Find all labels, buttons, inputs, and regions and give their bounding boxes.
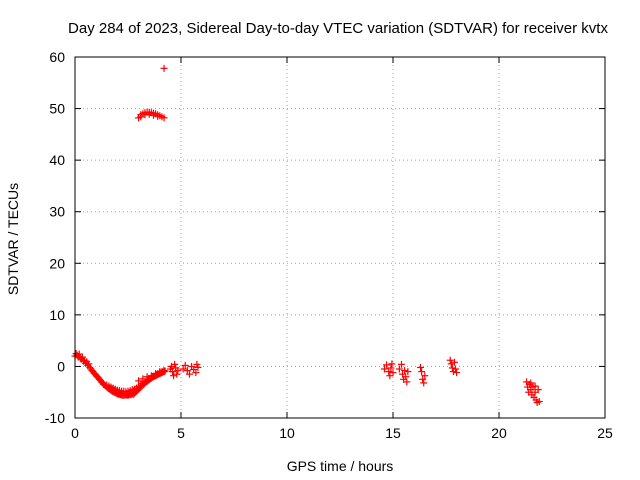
data-point: [181, 361, 189, 369]
x-tick-label: 25: [597, 425, 613, 441]
data-point: [145, 110, 153, 118]
data-point: [75, 350, 83, 358]
x-tick-label: 20: [491, 425, 507, 441]
x-tick-label: 5: [177, 425, 185, 441]
data-point: [397, 360, 405, 368]
data-point: [404, 368, 412, 376]
y-tick-label: 0: [57, 358, 65, 374]
data-point: [421, 372, 429, 380]
data-point: [192, 369, 200, 377]
data-point: [179, 365, 187, 373]
data-point: [446, 356, 454, 364]
data-point: [453, 369, 461, 377]
data-point: [174, 367, 182, 375]
data-point: [143, 373, 151, 381]
data-point: [395, 365, 403, 373]
y-tick-label: 50: [49, 101, 65, 117]
data-point: [531, 382, 539, 390]
x-axis-label: GPS time / hours: [287, 458, 394, 474]
y-tick-label: -10: [45, 410, 65, 426]
data-point: [534, 386, 542, 394]
data-point: [381, 365, 389, 373]
x-tick-label: 15: [385, 425, 401, 441]
data-point: [420, 379, 428, 387]
data-point: [173, 370, 181, 378]
x-tick-label: 10: [279, 425, 295, 441]
data-point: [452, 365, 460, 373]
data-point: [183, 367, 191, 375]
data-point: [149, 111, 157, 119]
y-tick-label: 60: [49, 49, 65, 65]
data-point: [156, 368, 164, 376]
axis-ticks: 0 5 10 15 20 25 -10 0 10 20 30 40 50 60: [45, 49, 613, 441]
plot-frame: [74, 56, 606, 419]
data-point: [147, 372, 155, 380]
data-point: [137, 113, 145, 121]
data-point: [152, 370, 160, 378]
data-point: [386, 372, 394, 380]
data-point: [419, 375, 427, 383]
y-tick-label: 40: [49, 152, 65, 168]
data-point: [401, 367, 409, 375]
data-point: [448, 364, 456, 372]
data-point: [160, 64, 168, 72]
data-point: [85, 360, 93, 368]
grid-lines: [75, 57, 605, 418]
y-tick-label: 10: [49, 307, 65, 323]
data-point: [389, 369, 397, 377]
plot-border: [74, 56, 606, 419]
data-point: [193, 360, 201, 368]
data-points: [71, 64, 543, 407]
data-point: [171, 360, 179, 368]
y-axis-label: SDTVAR / TECUs: [5, 183, 21, 295]
y-tick-label: 30: [49, 204, 65, 220]
data-point: [169, 368, 177, 376]
x-tick-label: 0: [71, 425, 79, 441]
data-point: [402, 373, 410, 381]
data-point: [388, 360, 396, 368]
chart-title: Day 284 of 2023, Sidereal Day-to-day VTE…: [68, 20, 608, 37]
data-point: [139, 375, 147, 383]
data-point: [383, 361, 391, 369]
data-point: [387, 364, 395, 372]
data-point: [403, 378, 411, 386]
data-point: [135, 377, 143, 385]
data-point: [527, 379, 535, 387]
data-point: [170, 372, 178, 380]
data-point: [417, 363, 425, 371]
data-point: [418, 368, 426, 376]
data-point: [385, 368, 393, 376]
data-point: [185, 370, 193, 378]
data-point: [447, 360, 455, 368]
data-point: [450, 358, 458, 366]
data-point: [535, 397, 543, 405]
y-tick-label: 20: [49, 255, 65, 271]
data-point: [160, 367, 168, 375]
data-point: [194, 363, 202, 371]
data-point: [160, 114, 168, 122]
data-point: [154, 112, 162, 120]
